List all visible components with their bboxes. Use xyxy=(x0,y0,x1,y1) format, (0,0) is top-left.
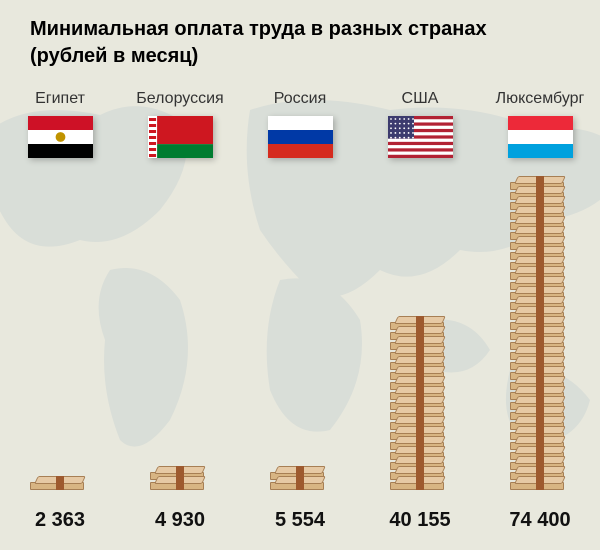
money-stack xyxy=(360,320,480,490)
chart-columns: Египет2 363Белоруссия4 930Россия5 554США… xyxy=(0,90,600,550)
column-luxembourg: Люксембург 74 400 xyxy=(480,90,600,550)
flag-russia xyxy=(268,116,333,158)
title-line2: (рублей в месяц) xyxy=(30,45,198,67)
column-usa: США 40 155 xyxy=(360,90,480,550)
column-belarus: Белоруссия 4 930 xyxy=(120,90,240,550)
money-stack xyxy=(120,470,240,490)
column-egypt: Египет 2 363 xyxy=(0,90,120,550)
column-russia: Россия 5 554 xyxy=(240,90,360,550)
value-label: 40 155 xyxy=(360,509,480,532)
value-label: 74 400 xyxy=(480,509,600,532)
money-stack xyxy=(0,480,120,490)
country-label: Египет xyxy=(35,90,85,108)
value-label: 5 554 xyxy=(240,509,360,532)
value-label: 4 930 xyxy=(120,509,240,532)
country-label: США xyxy=(402,90,439,108)
flag-egypt xyxy=(28,116,93,158)
value-label: 2 363 xyxy=(0,509,120,532)
title-line1: Минимальная оплата труда в разных страна… xyxy=(30,18,487,40)
flag-usa xyxy=(388,116,453,158)
money-stack xyxy=(240,470,360,490)
country-label: Россия xyxy=(274,90,326,108)
flag-belarus xyxy=(148,116,213,158)
flag-luxembourg xyxy=(508,116,573,158)
money-stack xyxy=(480,180,600,490)
chart-title: Минимальная оплата труда в разных страна… xyxy=(30,16,570,70)
country-label: Люксембург xyxy=(496,90,585,108)
country-label: Белоруссия xyxy=(136,90,223,108)
